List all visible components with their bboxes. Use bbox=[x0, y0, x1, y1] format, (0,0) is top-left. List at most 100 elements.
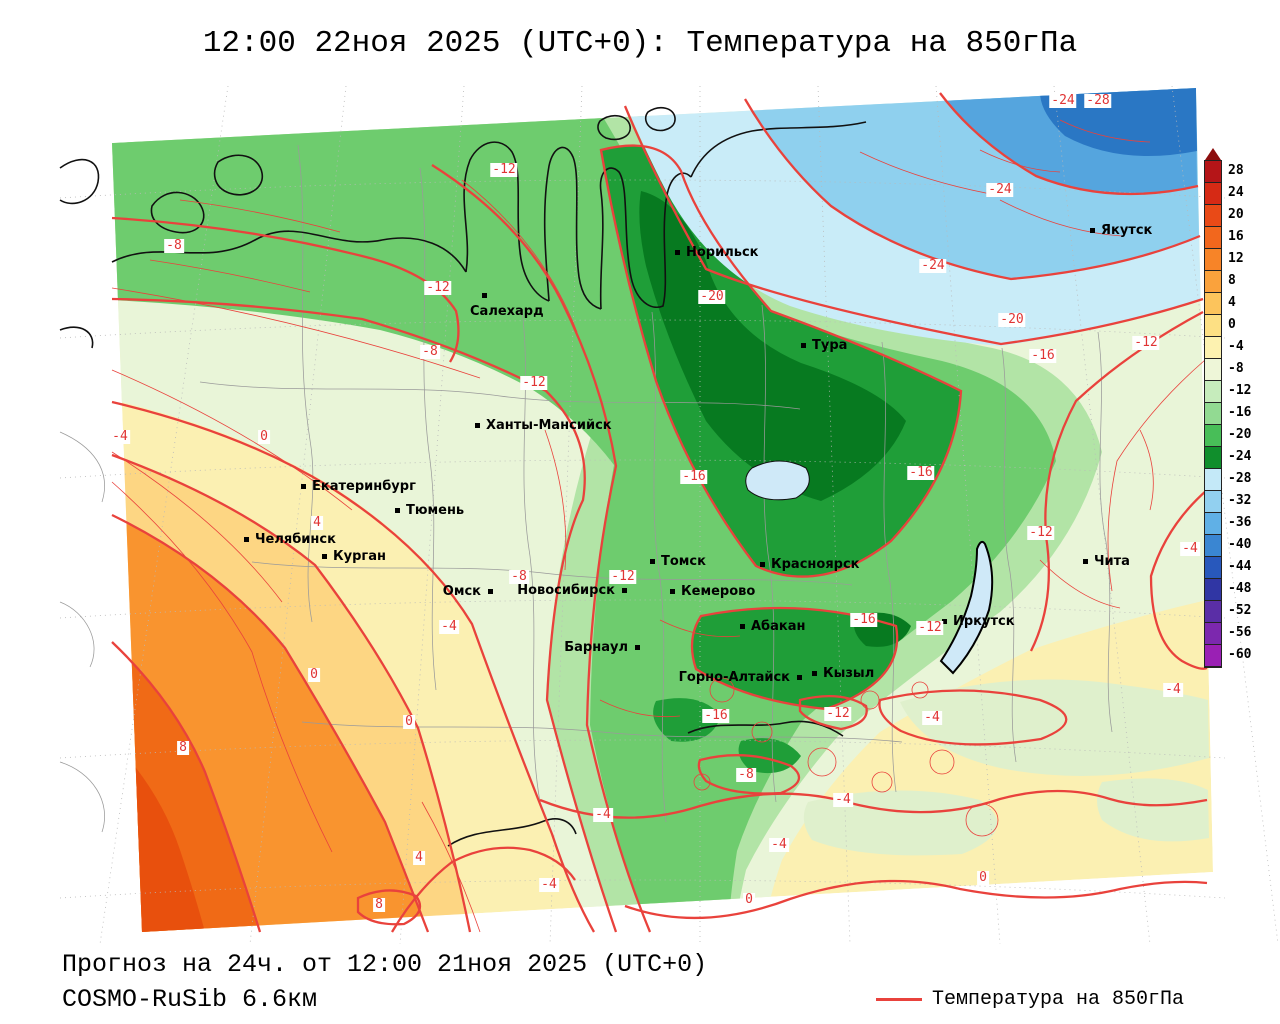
contour-label: -12 bbox=[1132, 335, 1160, 350]
contour-label: -4 bbox=[110, 429, 130, 444]
city-label: Тюмень bbox=[406, 503, 465, 518]
city-dot bbox=[301, 484, 306, 489]
colorbar-swatch bbox=[1205, 601, 1221, 623]
colorbar-body bbox=[1204, 160, 1222, 668]
lakes bbox=[745, 460, 994, 675]
contour-label: 0 bbox=[403, 714, 415, 729]
city-label: Кызыл bbox=[823, 666, 875, 681]
contour-label: -12 bbox=[424, 280, 452, 295]
city-dot bbox=[797, 675, 802, 680]
colorbar-tick-label: -40 bbox=[1228, 537, 1252, 552]
city-dot bbox=[1083, 559, 1088, 564]
contour-label: -24 bbox=[919, 258, 947, 273]
city-dot bbox=[1090, 228, 1095, 233]
colorbar-swatch bbox=[1205, 315, 1221, 337]
colorbar-swatch bbox=[1205, 293, 1221, 315]
city-label: Иркутск bbox=[953, 614, 1015, 629]
contour-label: -12 bbox=[916, 620, 944, 635]
contour-label: 0 bbox=[308, 667, 320, 682]
colorbar-tick-label: -56 bbox=[1228, 625, 1252, 640]
contour-label: 8 bbox=[373, 897, 385, 912]
colorbar-swatch bbox=[1205, 271, 1221, 293]
colorbar-swatch bbox=[1205, 249, 1221, 271]
colorbar-tick-label: 12 bbox=[1228, 251, 1244, 266]
colorbar-swatch bbox=[1205, 579, 1221, 601]
colorbar-swatch bbox=[1205, 227, 1221, 249]
city-label: Горно-Алтайск bbox=[678, 670, 790, 685]
city-label: Салехард bbox=[470, 304, 544, 319]
city-label: Якутск bbox=[1101, 223, 1153, 238]
city-label: Ханты-Мансийск bbox=[486, 418, 612, 433]
colorbar-swatch bbox=[1205, 183, 1221, 205]
forecast-info: Прогноз на 24ч. от 12:00 21ноя 2025 (UTC… bbox=[62, 950, 708, 979]
contour-label: -16 bbox=[680, 469, 708, 484]
coastlines bbox=[59, 106, 867, 847]
colorbar-swatch bbox=[1205, 557, 1221, 579]
colorbar-swatch bbox=[1205, 337, 1221, 359]
city-dot bbox=[740, 624, 745, 629]
contour-label: -8 bbox=[509, 569, 529, 584]
city-label: Новосибирск bbox=[517, 583, 615, 598]
contour-label: -12 bbox=[520, 375, 548, 390]
contour-label: -16 bbox=[907, 465, 935, 480]
contour-label: -4 bbox=[1163, 682, 1183, 697]
colorbar-tick-label: 8 bbox=[1228, 273, 1236, 288]
contour-label: 8 bbox=[177, 740, 189, 755]
colorbar-tick-label: 20 bbox=[1228, 207, 1244, 222]
colorbar-tick-label: -12 bbox=[1228, 383, 1252, 398]
legend: Температура на 850гПа bbox=[876, 988, 1184, 1011]
temperature-field bbox=[112, 88, 1213, 932]
city-dot bbox=[812, 671, 817, 676]
contour-label: 0 bbox=[743, 892, 755, 907]
colorbar-tick-label: -28 bbox=[1228, 471, 1252, 486]
colorbar-swatch bbox=[1205, 491, 1221, 513]
contour-label: -20 bbox=[698, 289, 726, 304]
contour-label: 0 bbox=[258, 429, 270, 444]
contour-label: -12 bbox=[824, 706, 852, 721]
city-label: Екатеринбург bbox=[312, 479, 416, 494]
field-dark-blue bbox=[1040, 88, 1197, 156]
colorbar-tick-label: -24 bbox=[1228, 449, 1252, 464]
colorbar-tick-label: -52 bbox=[1228, 603, 1252, 618]
model-info: COSMO-RuSib 6.6км bbox=[62, 985, 318, 1014]
colorbar-swatch bbox=[1205, 403, 1221, 425]
city-dot bbox=[488, 589, 493, 594]
contour-label: 0 bbox=[977, 870, 989, 885]
city-label: Курган bbox=[333, 549, 386, 564]
field-se-pale-patch-3 bbox=[1097, 778, 1209, 842]
city-label: Красноярск bbox=[771, 557, 860, 572]
city-dot bbox=[475, 423, 480, 428]
city-dot bbox=[760, 562, 765, 567]
contour-label: -16 bbox=[1029, 348, 1057, 363]
city-dot bbox=[942, 619, 947, 624]
contour-label: -4 bbox=[769, 837, 789, 852]
city-dot bbox=[395, 508, 400, 513]
temperature-contours-thin bbox=[111, 119, 1206, 933]
contour-label: -24 bbox=[1049, 93, 1077, 108]
city-label: Кемерово bbox=[681, 584, 756, 599]
city-dot bbox=[675, 250, 680, 255]
contour-label: -4 bbox=[833, 792, 853, 807]
colorbar-tick-label: 4 bbox=[1228, 295, 1236, 310]
lake-reservoir bbox=[745, 460, 810, 501]
colorbar-swatch bbox=[1205, 645, 1221, 667]
colorbar-tick-label: -60 bbox=[1228, 647, 1252, 662]
contour-label: -12 bbox=[490, 162, 518, 177]
contour-label: -28 bbox=[1084, 93, 1112, 108]
colorbar-swatch bbox=[1205, 425, 1221, 447]
field-dark-green-south bbox=[692, 608, 898, 709]
colorbar-tick-label: -20 bbox=[1228, 427, 1252, 442]
contour-label: -4 bbox=[593, 807, 613, 822]
colorbar-tick-label: -16 bbox=[1228, 405, 1252, 420]
contour-label: -4 bbox=[439, 619, 459, 634]
colorbar-swatch bbox=[1205, 359, 1221, 381]
city-label: Чита bbox=[1094, 554, 1130, 569]
city-dot bbox=[670, 589, 675, 594]
contour-label: 4 bbox=[311, 515, 323, 530]
colorbar-swatch bbox=[1205, 623, 1221, 645]
city-dot bbox=[622, 588, 627, 593]
contour-label: 4 bbox=[413, 850, 425, 865]
colorbar-tick-label: 28 bbox=[1228, 163, 1244, 178]
colorbar-tick-label: -8 bbox=[1228, 361, 1244, 376]
